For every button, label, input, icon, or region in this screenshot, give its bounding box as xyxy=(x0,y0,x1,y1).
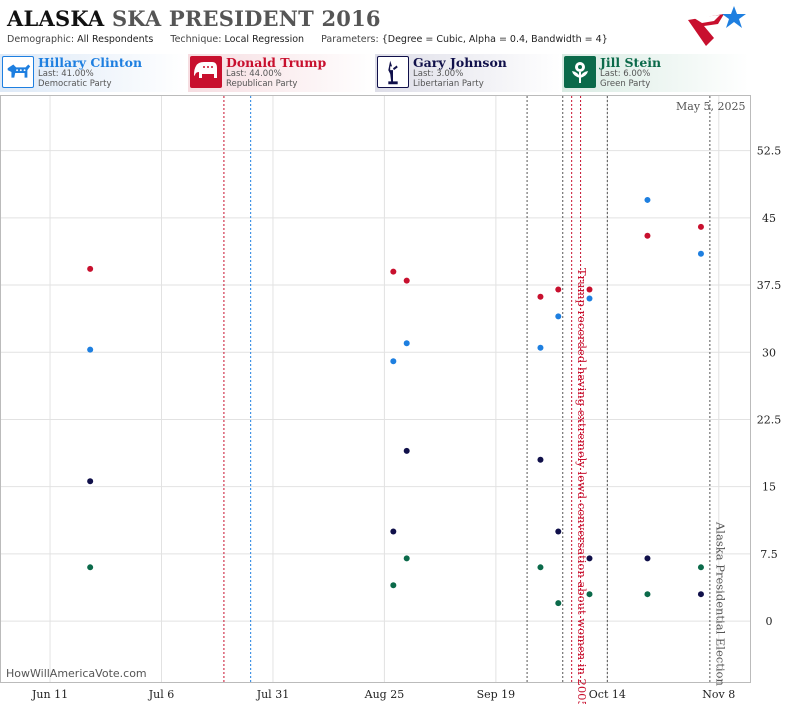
title-rest: SKA PRESIDENT 2016 xyxy=(111,6,381,31)
data-point xyxy=(644,555,651,562)
elephant-icon xyxy=(190,56,222,88)
data-point xyxy=(390,268,397,275)
data-point xyxy=(403,277,410,284)
x-tick-label: Oct 14 xyxy=(589,688,626,701)
legend-name: Jill Stein xyxy=(600,55,662,70)
y-tick-label: 7.5 xyxy=(760,548,778,561)
site-watermark: HowWillAmericaVote.com xyxy=(6,667,147,680)
legend-party: Republican Party xyxy=(226,79,298,89)
data-point xyxy=(390,528,397,535)
data-point xyxy=(697,564,704,571)
data-point xyxy=(87,265,94,272)
legend-last: Last: 6.00% xyxy=(600,69,651,79)
data-point xyxy=(403,340,410,347)
data-point xyxy=(697,223,704,230)
data-point xyxy=(390,358,397,365)
legend-item-clinton[interactable]: Hillary Clinton Last: 41.00% Democratic … xyxy=(0,54,186,92)
data-point xyxy=(537,293,544,300)
legend-name: Donald Trump xyxy=(226,55,327,70)
data-point xyxy=(586,295,593,302)
donkey-icon xyxy=(2,56,34,88)
legend-party: Green Party xyxy=(600,79,651,89)
y-tick-label: 30 xyxy=(762,346,776,359)
data-point xyxy=(537,456,544,463)
liberty-icon xyxy=(377,56,409,88)
site-logo-icon xyxy=(688,6,746,46)
data-point xyxy=(586,555,593,562)
y-tick-label: 0 xyxy=(766,615,773,628)
technique-value: Local Regression xyxy=(224,34,305,45)
date-stamp: May 5, 2025 xyxy=(676,100,746,113)
x-tick-label: Jul 6 xyxy=(148,688,175,701)
data-point xyxy=(644,591,651,598)
x-tick-label: Sep 19 xyxy=(477,688,516,701)
y-tick-label: 22.5 xyxy=(757,413,782,426)
x-tick-label: Aug 25 xyxy=(364,688,405,701)
demographic-value: All Respondents xyxy=(77,34,154,45)
y-tick-label: 15 xyxy=(762,481,776,494)
data-point xyxy=(697,591,704,598)
legend-item-trump[interactable]: Donald Trump Last: 44.00% Republican Par… xyxy=(188,54,374,92)
technique-label: Technique: xyxy=(170,34,222,45)
chart-parameters: Demographic: All Respondents Technique: … xyxy=(7,34,622,45)
legend-party: Democratic Party xyxy=(38,79,112,89)
data-point xyxy=(390,582,397,589)
event-annotation: Alaska Presidential Election xyxy=(713,521,727,686)
legend-last: Last: 44.00% xyxy=(226,69,282,79)
data-point xyxy=(555,313,562,320)
data-point xyxy=(644,196,651,203)
x-tick-label: Nov 8 xyxy=(702,688,735,701)
legend-name: Hillary Clinton xyxy=(38,55,143,70)
data-point xyxy=(87,346,94,353)
data-point xyxy=(87,478,94,485)
data-point xyxy=(87,564,94,571)
data-point xyxy=(697,250,704,257)
data-point xyxy=(555,528,562,535)
event-annotation: Trump recorded having extremely lewd con… xyxy=(575,268,589,704)
y-tick-label: 52.5 xyxy=(757,145,782,158)
x-tick-label: Jun 11 xyxy=(31,688,68,701)
legend-party: Libertarian Party xyxy=(413,79,484,89)
y-tick-label: 37.5 xyxy=(757,279,782,292)
data-point xyxy=(537,564,544,571)
y-tick-label: 45 xyxy=(762,212,776,225)
data-point xyxy=(586,286,593,293)
parameters-label: Parameters: xyxy=(321,34,379,45)
legend-item-stein[interactable]: Jill Stein Last: 6.00% Green Party xyxy=(562,54,749,92)
data-point xyxy=(403,555,410,562)
legend-last: Last: 3.00% xyxy=(413,69,464,79)
flower-icon xyxy=(564,56,596,88)
data-point xyxy=(537,344,544,351)
chart-title: ALASKA SKA PRESIDENT 2016 xyxy=(7,6,381,31)
plot-frame xyxy=(0,95,751,683)
legend-name: Gary Johnson xyxy=(413,55,507,70)
data-point xyxy=(586,591,593,598)
parameters-value: {Degree = Cubic, Alpha = 0.4, Bandwidth … xyxy=(381,34,608,45)
data-point xyxy=(555,600,562,607)
candidate-legend: Hillary Clinton Last: 41.00% Democratic … xyxy=(0,54,789,94)
legend-item-johnson[interactable]: Gary Johnson Last: 3.00% Libertarian Par… xyxy=(375,54,561,92)
legend-last: Last: 41.00% xyxy=(38,69,94,79)
data-point xyxy=(403,447,410,454)
x-tick-label: Jul 31 xyxy=(256,688,290,701)
title-state: ALASKA xyxy=(7,6,105,31)
demographic-label: Demographic: xyxy=(7,34,75,45)
data-point xyxy=(555,286,562,293)
data-point xyxy=(644,232,651,239)
